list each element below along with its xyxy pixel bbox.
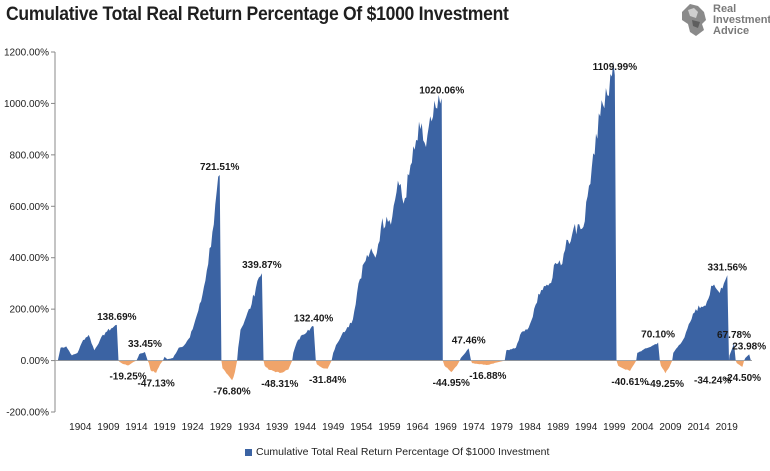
data-label: -24.50% (724, 373, 761, 384)
data-label: -19.25% (109, 372, 146, 383)
drawdown-area (315, 360, 332, 369)
y-tick-label: 1000.00% (4, 99, 49, 110)
y-tick-label: -200.00% (6, 408, 49, 419)
x-tick-label: 1954 (350, 422, 373, 433)
y-tick-label: 200.00% (10, 305, 50, 316)
x-tick-label: 1944 (294, 422, 317, 433)
gain-area (237, 273, 264, 361)
y-tick-label: 0.00% (21, 356, 49, 367)
drawdown-area (659, 360, 673, 374)
data-label: 23.98% (732, 341, 766, 352)
data-label: 67.78% (717, 330, 751, 341)
x-axis: 1904 1909 1914 1919 1924 1929 1934 1939 1944 1949… (69, 422, 738, 433)
x-tick-label: 1994 (575, 422, 598, 433)
data-label: -49.25% (647, 379, 684, 390)
x-tick-label: 2019 (716, 422, 739, 433)
drawdown-area (735, 360, 745, 367)
logo-line-3: Advice (713, 25, 750, 37)
gain-area (331, 95, 443, 361)
data-label: -31.84% (309, 375, 346, 386)
data-label: 721.51% (200, 162, 240, 173)
x-tick-label: 1904 (69, 422, 92, 433)
x-tick-label: 2014 (687, 422, 710, 433)
x-tick-label: 1929 (210, 422, 233, 433)
data-label: -76.80% (213, 386, 250, 397)
x-tick-label: 2004 (631, 422, 654, 433)
logo-line-2: Investment (713, 14, 770, 26)
gain-area (136, 352, 148, 361)
data-label: 1020.06% (419, 85, 464, 96)
y-tick-label: 400.00% (10, 253, 50, 264)
x-tick-label: 1974 (463, 422, 486, 433)
drawdown-area (442, 360, 460, 373)
x-tick-label: 1909 (97, 422, 120, 433)
x-tick-label: 1969 (435, 422, 458, 433)
gain-area (744, 354, 751, 361)
logo: Real Investment Advice (678, 2, 770, 42)
data-labels: 138.69% -19.25% 33.45% -47.13% 721.51% -76.80… (97, 62, 766, 397)
legend-swatch (245, 448, 252, 456)
drawdown-area (118, 360, 137, 366)
y-tick-label: 1200.00% (4, 48, 49, 59)
gain-area (459, 348, 471, 361)
chart-title: Cumulative Total Real Return Percentage … (6, 3, 509, 25)
legend-label: Cumulative Total Real Return Percentage … (256, 446, 550, 458)
drawdown-area (616, 360, 637, 371)
data-label: 1109.99% (593, 62, 638, 73)
gain-area (672, 275, 729, 361)
y-axis: -200.00% 0.00% 200.00% 400.00% 600.00% 800.00… (4, 48, 56, 419)
gain-area (729, 343, 736, 361)
gain-area (292, 326, 316, 361)
plot-area (55, 61, 752, 381)
legend: Cumulative Total Real Return Percentage … (245, 446, 549, 458)
data-label: 331.56% (708, 262, 748, 273)
x-tick-label: 1979 (491, 422, 514, 433)
x-tick-label: 1964 (406, 422, 429, 433)
data-label: 70.10% (641, 330, 675, 341)
gain-area (504, 61, 617, 361)
x-tick-label: 1984 (519, 422, 542, 433)
gain-area (162, 175, 222, 361)
x-tick-label: 1959 (378, 422, 401, 433)
x-tick-label: 1919 (153, 422, 176, 433)
data-label: -16.88% (469, 371, 506, 382)
x-tick-label: 1939 (266, 422, 289, 433)
drawdown-area (263, 360, 293, 373)
x-tick-label: 1924 (182, 422, 205, 433)
gain-area (636, 342, 660, 361)
gain-area (57, 324, 119, 361)
x-tick-label: 1999 (603, 422, 626, 433)
data-label: -48.31% (261, 379, 298, 390)
x-tick-label: 1934 (238, 422, 261, 433)
x-tick-label: 1949 (322, 422, 345, 433)
data-label: 33.45% (128, 339, 162, 350)
x-tick-label: 1914 (125, 422, 148, 433)
drawdown-area (471, 360, 505, 365)
logo-line-1: Real (713, 3, 737, 15)
x-tick-label: 2009 (659, 422, 682, 433)
data-label: 132.40% (294, 314, 334, 325)
data-label: -47.13% (138, 379, 175, 390)
data-label: 138.69% (97, 312, 137, 323)
x-tick-label: 1989 (547, 422, 570, 433)
drawdown-area (147, 360, 163, 373)
data-label: -34.24% (694, 375, 731, 386)
drawdown-area (221, 360, 238, 381)
data-label: -40.61% (611, 377, 648, 388)
lion-head-icon (682, 4, 706, 36)
data-label: 339.87% (242, 260, 282, 271)
data-label: -44.95% (433, 378, 470, 389)
y-tick-label: 800.00% (10, 150, 50, 161)
data-label: 47.46% (452, 335, 486, 346)
y-tick-label: 600.00% (10, 202, 50, 213)
